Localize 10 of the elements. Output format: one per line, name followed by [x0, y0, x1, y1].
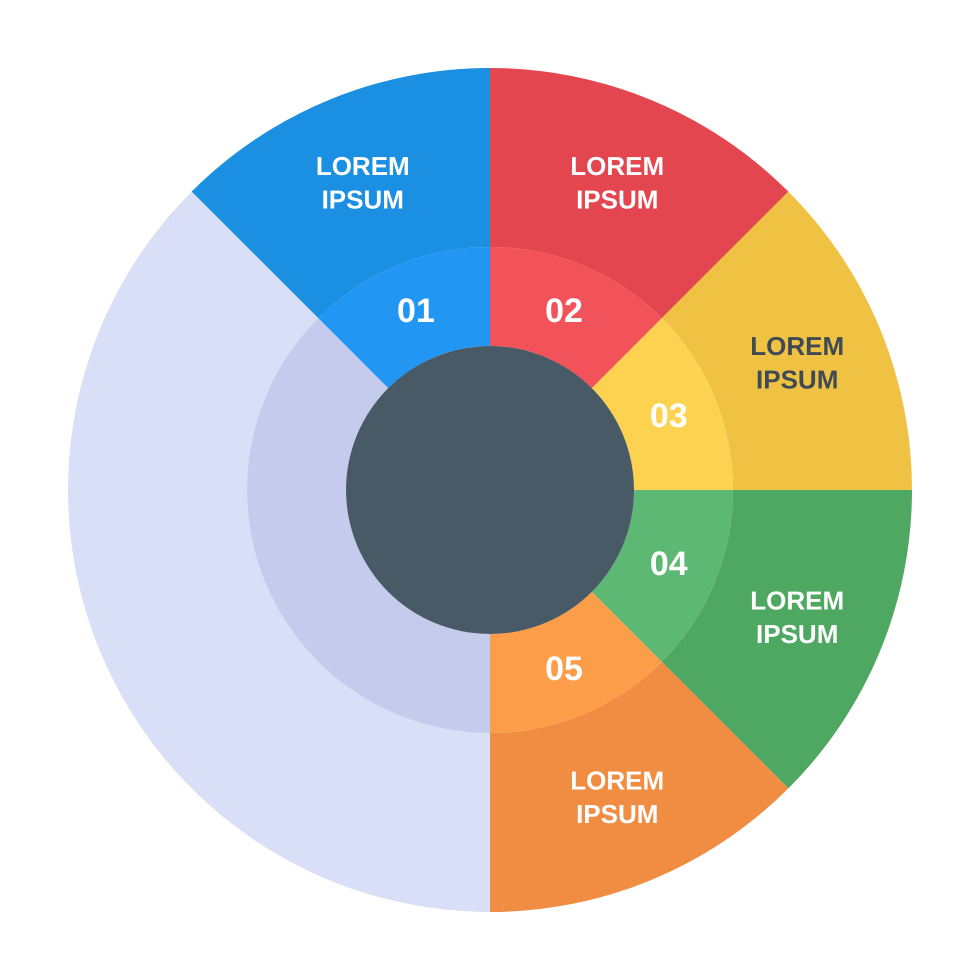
slice-label: 01 — [397, 292, 435, 330]
data-label: LOREM IPSUM — [316, 150, 410, 215]
slice-label: 03 — [650, 396, 688, 435]
slice-label: 05 — [545, 650, 583, 688]
data-label: LOREM IPSUM — [750, 585, 844, 650]
data-label: LOREM IPSUM — [570, 150, 664, 215]
data-label: LOREM IPSUM — [750, 330, 844, 395]
data-label: LOREM IPSUM — [570, 765, 664, 830]
slice-label: 04 — [650, 545, 688, 584]
slice-label: 02 — [545, 292, 583, 330]
